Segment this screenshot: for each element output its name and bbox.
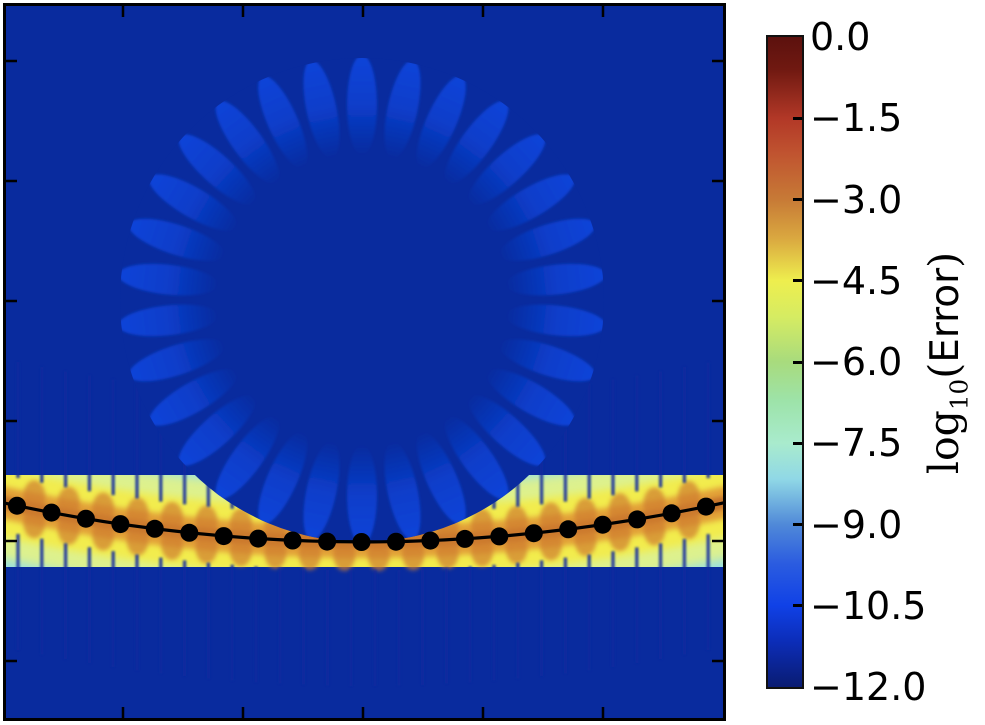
label-log: log [920,410,969,475]
colorbar-tick [793,279,802,283]
colorbar-tick-label: 0.0 [810,15,871,59]
colorbar-tick [793,441,802,445]
node-marker [76,509,95,528]
node-marker [180,523,199,542]
node-marker [559,520,578,539]
quadrature-nodes [8,496,715,551]
colorbar-tick-label: −10.5 [810,583,927,628]
colorbar-tick-label: −4.5 [810,258,903,303]
colorbar-tick-label: −7.5 [810,421,903,466]
label-error: Error [923,267,969,363]
node-marker [145,519,164,538]
node-marker [387,532,405,551]
colorbar-tick [793,604,802,608]
plot-area [3,3,726,721]
disk-rim-lobes [120,58,604,542]
node-marker [524,524,543,543]
colorbar-tick-label: −3.0 [810,177,903,222]
node-marker [214,527,233,546]
colorbar-axis-label: log10(Error) [920,252,974,474]
node-marker [318,532,337,551]
node-marker [8,496,26,515]
label-sub-10: 10 [944,378,974,411]
colorbar-tick-label: −9.0 [810,502,903,547]
node-marker [283,531,302,550]
disk-region [120,58,604,542]
node-marker [490,527,509,546]
colorbar-tick [793,523,802,526]
colorbar-tick [793,116,802,120]
node-marker [697,497,715,516]
node-marker [455,529,474,548]
label-paren-open: ( [920,362,969,379]
node-marker [628,510,647,529]
node-marker [662,504,681,523]
node-marker [42,503,61,522]
colorbar [766,35,804,689]
colorbar-tick-label: −12.0 [810,665,927,709]
colorbar-tick [793,198,802,201]
node-marker [421,531,440,550]
colorbar-tick-label: −1.5 [810,96,903,141]
node-marker [593,515,612,534]
colorbar-tick [793,360,802,364]
axis-ticks [6,6,723,718]
node-marker [249,529,268,548]
colorbar-tick-label: −6.0 [810,340,903,384]
node-marker [111,515,130,534]
node-marker [352,533,371,551]
error-heatmap [6,6,723,718]
label-paren-close: ) [920,251,969,268]
